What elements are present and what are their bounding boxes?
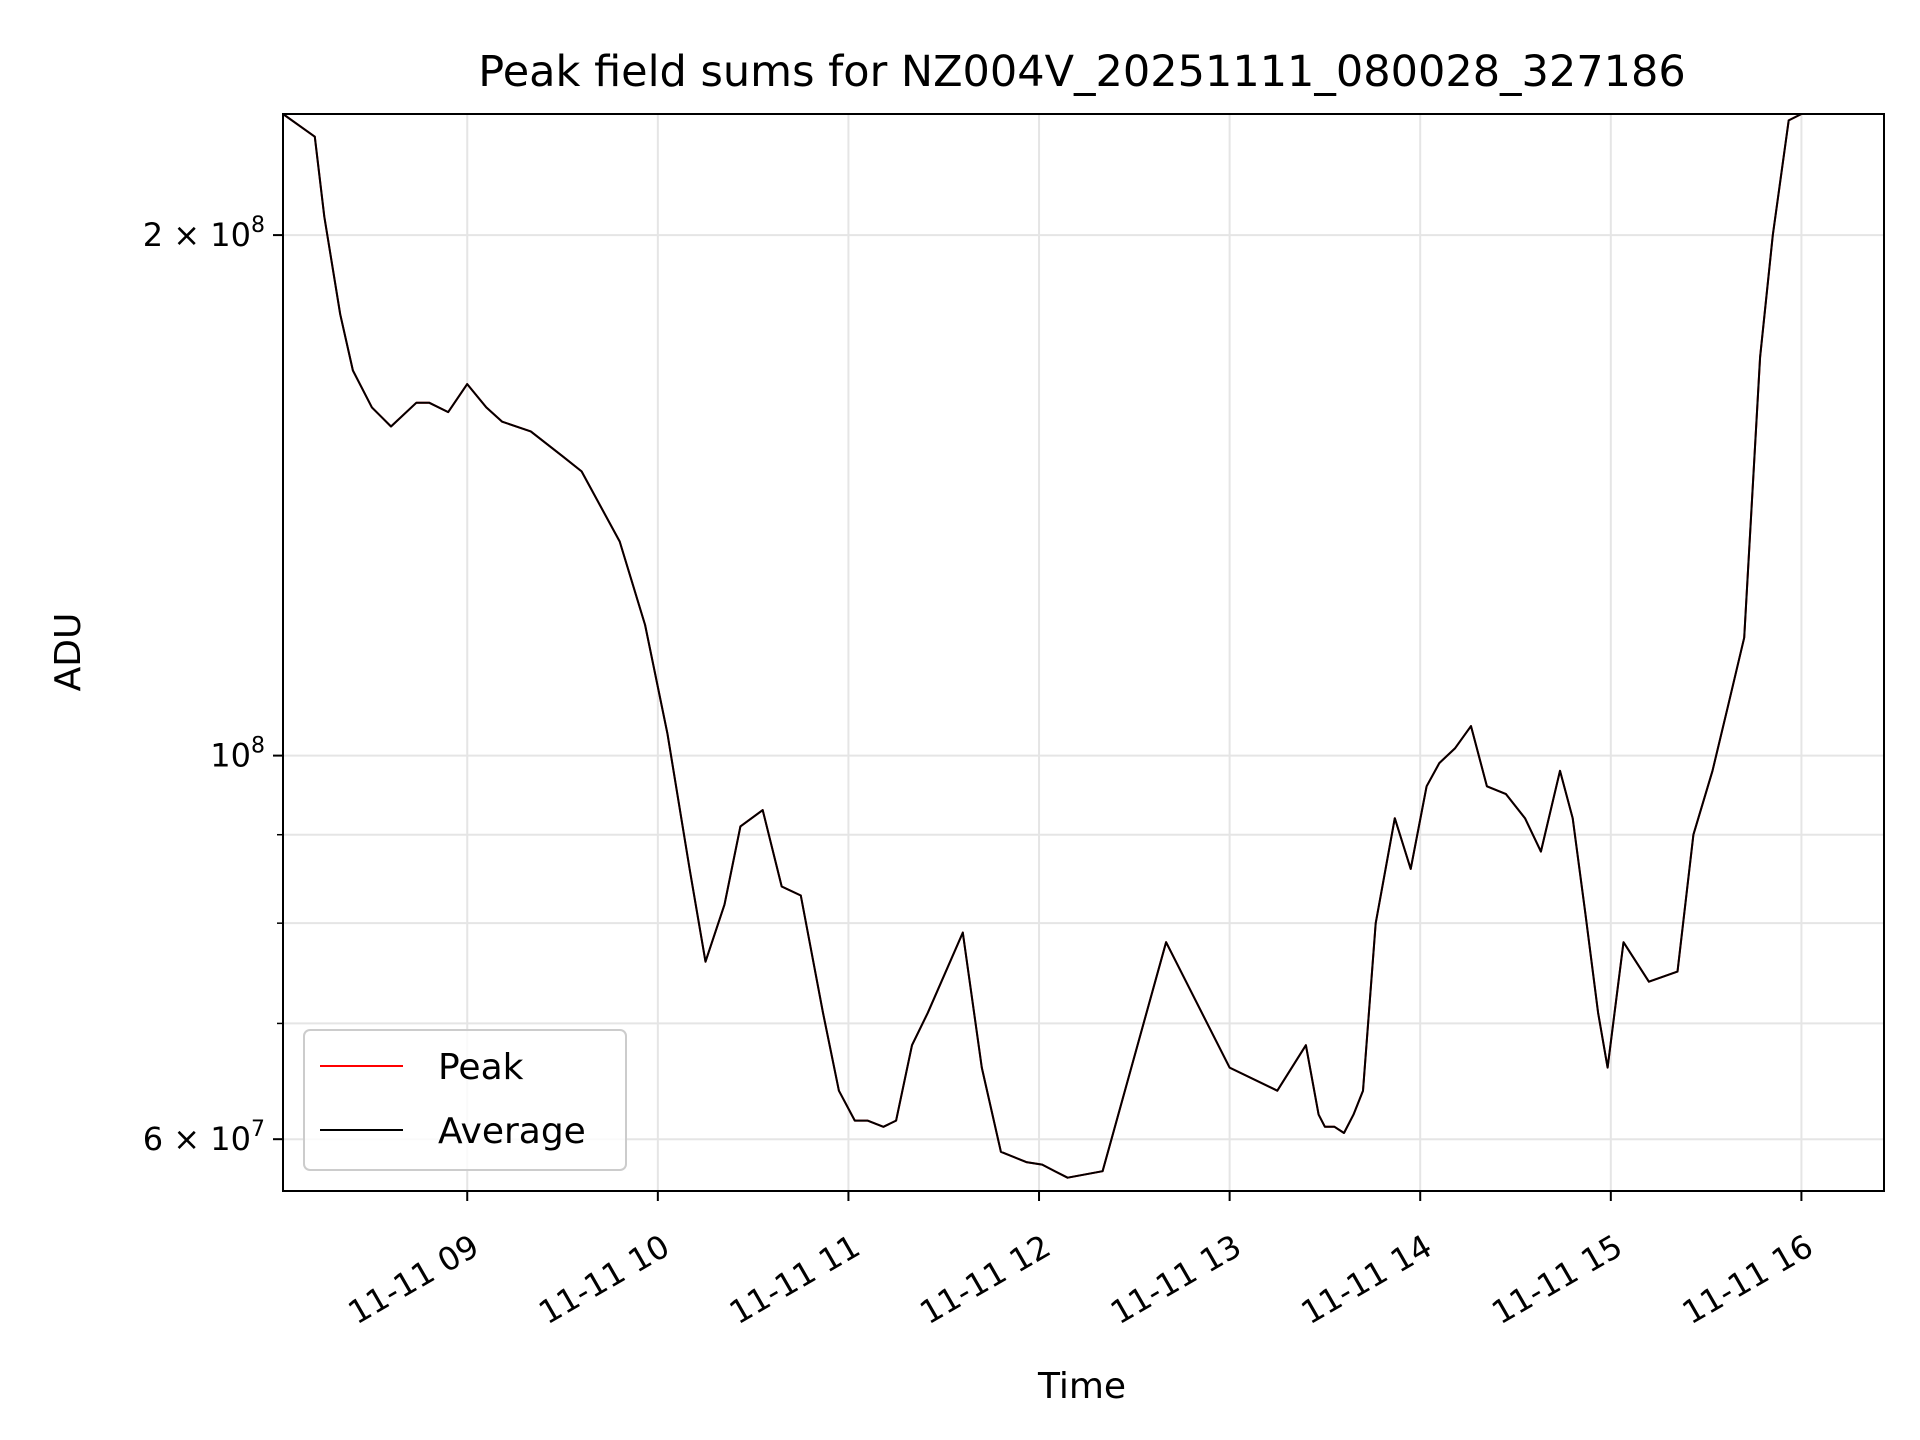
- y-tick-label: 2 × 108: [143, 213, 265, 254]
- legend-peak-label: Peak: [438, 1047, 524, 1088]
- series-line-average: [282, 113, 1802, 1179]
- legend: Peak Average: [303, 1029, 627, 1171]
- plot-lines: [282, 113, 1802, 1179]
- plot-frame: [282, 113, 1885, 1192]
- chart-title: Peak field sums for NZ004V_20251111_0800…: [478, 47, 1685, 97]
- x-axis-label: Time: [1037, 1366, 1126, 1407]
- y-axis-label: ADU: [48, 613, 89, 692]
- y-tick-label: 6 × 107: [143, 1117, 265, 1158]
- y-axis: 2 × 108 108 6 × 107: [143, 213, 283, 1158]
- legend-average-label: Average: [438, 1111, 586, 1152]
- y-tick-label: 108: [210, 734, 265, 775]
